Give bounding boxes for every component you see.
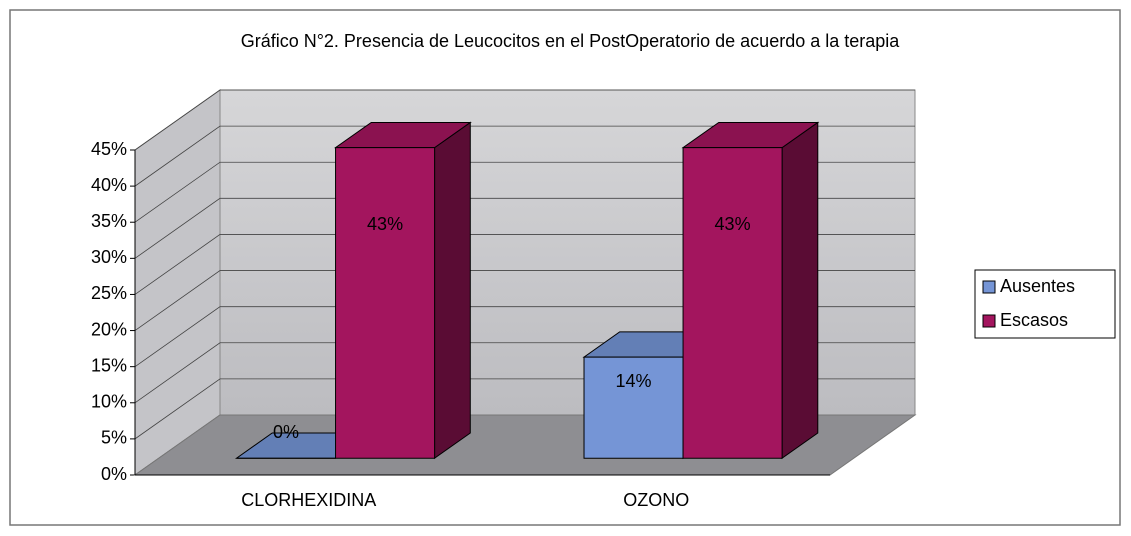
plot-area: 0% 5% 10% 15% 20% 25% 30% 35% 40% 45% CLORHEXIDINA…	[91, 89, 917, 510]
grid-line	[134, 125, 915, 187]
x-tick-label: CLORHEXIDINA	[241, 490, 376, 510]
side-wall	[134, 89, 221, 476]
y-tick-label: 30%	[91, 247, 127, 267]
y-tick-label: 15%	[91, 355, 127, 375]
bar	[333, 121, 472, 460]
y-tick-label: 45%	[91, 139, 127, 159]
legend-box	[974, 269, 1116, 339]
y-tick-label: 40%	[91, 175, 127, 195]
y-tick-label: 5%	[101, 428, 127, 448]
chart-title: Gráfico N°2. Presencia de Leucocitos en …	[241, 31, 901, 51]
data-label: 0%	[273, 422, 299, 442]
data-label: 43%	[715, 214, 751, 234]
x-tick-label: OZONO	[623, 490, 689, 510]
y-tick-label: 0%	[101, 464, 127, 484]
bar-front	[682, 147, 783, 459]
bar-front	[335, 147, 436, 459]
y-tick-label: 10%	[91, 392, 127, 412]
legend-label: Escasos	[1000, 310, 1068, 330]
data-label: 43%	[367, 214, 403, 234]
bar-side	[781, 121, 819, 460]
legend: Ausentes Escasos	[974, 269, 1116, 339]
y-tick-label: 20%	[91, 319, 127, 339]
legend-label: Ausentes	[1000, 276, 1075, 296]
legend-swatch	[982, 280, 996, 294]
bar-side	[434, 121, 471, 460]
y-tick-label: 35%	[91, 211, 127, 231]
bar	[681, 121, 820, 460]
legend-swatch	[982, 314, 996, 328]
grid-line	[134, 89, 915, 151]
data-label: 14%	[616, 371, 652, 391]
y-tick-label: 25%	[91, 283, 127, 303]
